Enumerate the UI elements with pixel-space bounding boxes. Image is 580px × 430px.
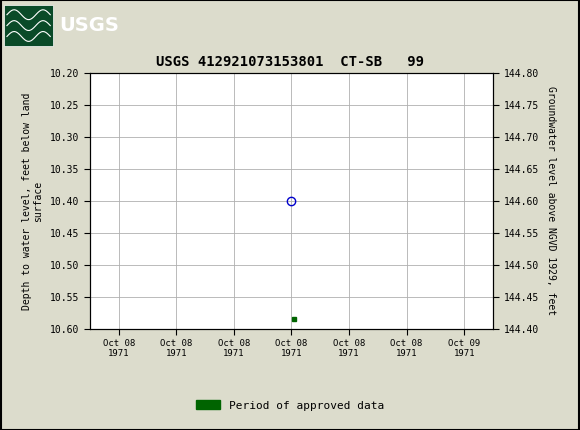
Legend: Period of approved data: Period of approved data (191, 396, 389, 415)
Text: USGS 412921073153801  CT-SB   99: USGS 412921073153801 CT-SB 99 (156, 55, 424, 69)
Y-axis label: Depth to water level, feet below land
surface: Depth to water level, feet below land su… (21, 92, 43, 310)
Text: USGS: USGS (59, 16, 119, 35)
FancyBboxPatch shape (4, 5, 53, 46)
Y-axis label: Groundwater level above NGVD 1929, feet: Groundwater level above NGVD 1929, feet (546, 86, 556, 316)
